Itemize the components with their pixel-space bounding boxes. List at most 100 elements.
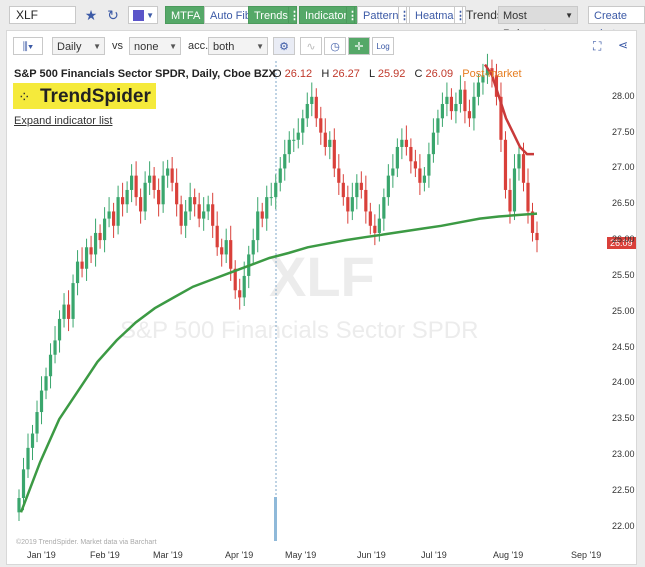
fullscreen-icon[interactable]: ⛶ xyxy=(593,39,602,53)
refresh-icon[interactable]: ↻ xyxy=(107,7,119,23)
candle-body xyxy=(161,175,165,205)
candle-body xyxy=(48,354,53,377)
post-market-label: Post-market xyxy=(462,68,522,80)
candle-body xyxy=(134,175,138,198)
ohlc-readout: O 26.12 H 26.27 L 25.92 C 26.09 Post-mar… xyxy=(273,68,522,80)
candle-body xyxy=(377,218,381,233)
candle-body xyxy=(521,154,526,183)
share-icon[interactable]: ⋖ xyxy=(618,38,629,52)
trends-button[interactable]: Trends xyxy=(248,6,294,24)
candle-body xyxy=(373,225,377,233)
candle-body xyxy=(211,204,215,226)
interval-select[interactable]: Daily ▼ xyxy=(52,37,105,55)
indicators-button[interactable]: Indicators xyxy=(299,6,359,24)
high-value: 26.27 xyxy=(332,68,360,80)
trends-menu-button[interactable]: ⋮ xyxy=(288,6,300,24)
x-tick-label: Sep '19 xyxy=(571,550,602,560)
candle-body xyxy=(242,275,246,298)
candle-body xyxy=(283,154,287,169)
candle-body xyxy=(499,96,503,140)
x-tick-label: May '19 xyxy=(285,550,317,560)
candle-body xyxy=(116,197,120,226)
candle-body xyxy=(436,118,440,133)
candle-body xyxy=(463,89,467,112)
chevron-down-icon: ▼ xyxy=(146,11,154,20)
candle-body xyxy=(413,161,417,169)
indicators-menu-button[interactable]: ⋮ xyxy=(346,6,358,24)
candle-body xyxy=(229,240,233,269)
line-tool-icon[interactable]: ∿ xyxy=(300,37,322,55)
patterns-menu-button[interactable]: ⋮ xyxy=(398,6,410,24)
chevron-down-icon: ▼ xyxy=(256,42,264,51)
candle-body xyxy=(454,103,458,112)
candle-body xyxy=(188,197,192,212)
log-button[interactable]: Log xyxy=(372,37,394,55)
candle-body xyxy=(422,175,426,183)
candle-body xyxy=(332,139,336,169)
candle-body xyxy=(170,168,174,183)
candle-body xyxy=(490,68,494,76)
x-tick-label: Jul '19 xyxy=(421,550,447,560)
mtfa-button[interactable]: MTFA xyxy=(165,6,207,24)
candle-body xyxy=(278,168,282,183)
candle-body xyxy=(148,175,152,183)
candle-body xyxy=(202,211,206,219)
candle-body xyxy=(400,139,404,147)
candle-body xyxy=(359,182,363,190)
symbol-input[interactable] xyxy=(9,6,76,24)
candle-body xyxy=(143,182,147,212)
candle-body xyxy=(292,139,296,141)
y-tick-label: 23.00 xyxy=(612,449,635,460)
candle-body xyxy=(53,340,57,355)
price-chart[interactable] xyxy=(7,31,636,564)
candle-body xyxy=(382,197,386,219)
candle-body xyxy=(449,96,454,112)
heatmap-button[interactable]: Heatmap xyxy=(409,6,466,24)
clock-icon[interactable]: ◷ xyxy=(324,37,346,55)
expand-indicator-list-link[interactable]: Expand indicator list xyxy=(14,115,113,127)
y-tick-label: 23.50 xyxy=(612,413,635,424)
candle-body xyxy=(125,189,129,205)
chevron-down-icon: ▼ xyxy=(169,42,177,51)
candle-body xyxy=(251,240,255,255)
low-value: 25.92 xyxy=(377,68,406,80)
logo-mark-icon: ⁘ xyxy=(18,89,31,106)
autofib-button[interactable]: Auto Fib xyxy=(204,6,257,24)
short-ma-line xyxy=(483,63,534,156)
candle-body xyxy=(224,240,228,255)
candle-body xyxy=(89,247,93,255)
candle-body xyxy=(319,118,323,133)
candle-body xyxy=(102,218,107,241)
acc-select[interactable]: both ▼ xyxy=(208,37,268,55)
patterns-button[interactable]: Patterns xyxy=(357,6,410,24)
candle-type-icon[interactable]: ⫼▾ xyxy=(13,37,43,55)
candle-body xyxy=(503,139,508,190)
candle-body xyxy=(206,204,210,212)
candle-body xyxy=(30,433,35,448)
candle-body xyxy=(314,96,318,119)
candle-body xyxy=(107,211,111,219)
color-swatch xyxy=(133,10,144,21)
candle-body xyxy=(323,132,327,147)
color-picker[interactable]: ▼ xyxy=(128,6,158,24)
candle-body xyxy=(66,304,71,319)
y-tick-label: 24.50 xyxy=(612,341,635,352)
candle-body xyxy=(445,96,449,104)
candle-body xyxy=(139,197,143,212)
crosshair-icon[interactable]: ✛ xyxy=(348,37,370,55)
ma200-line xyxy=(19,212,538,513)
candle-body xyxy=(26,447,30,470)
heatmap-menu-button[interactable]: ⋮ xyxy=(454,6,466,24)
sort-select[interactable]: Most Relevant▼ xyxy=(498,6,578,40)
compare-select[interactable]: none ▼ xyxy=(129,37,181,55)
y-tick-label: 26.50 xyxy=(612,198,635,209)
candle-body xyxy=(530,211,535,233)
create-alert-button[interactable]: Create alert xyxy=(588,6,645,40)
x-tick-label: Aug '19 xyxy=(493,550,524,560)
chevron-down-icon: ▼ xyxy=(93,42,101,51)
star-icon[interactable]: ★ xyxy=(84,7,98,23)
close-value: 26.09 xyxy=(425,68,454,80)
open-label: O xyxy=(273,68,282,80)
settings-gear-icon[interactable]: ⚙ xyxy=(273,37,295,55)
candle-body xyxy=(21,469,26,499)
